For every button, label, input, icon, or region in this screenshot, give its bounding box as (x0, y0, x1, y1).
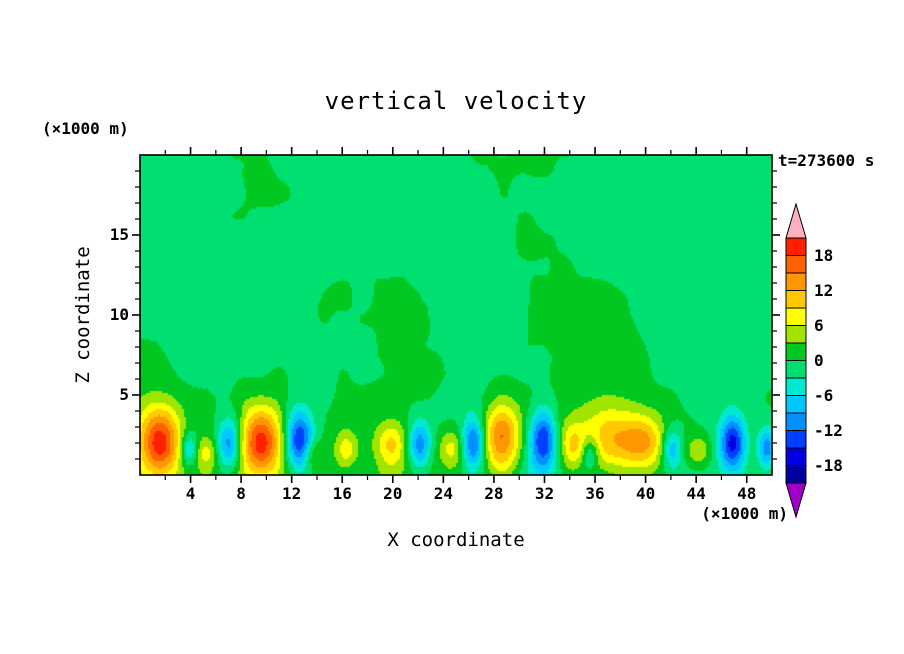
x-tick-label: 44 (686, 484, 706, 503)
z-tick-label: 5 (119, 385, 129, 404)
colorbar-tick-label: 18 (814, 245, 834, 265)
colorbar-tick-label: -6 (814, 385, 834, 405)
x-tick-label: 12 (282, 484, 302, 503)
x-tick-label: 32 (534, 484, 555, 503)
x-tick-label: 36 (585, 484, 605, 503)
x-tick-label: 24 (433, 484, 453, 503)
z-tick-label: 15 (109, 225, 129, 244)
x-tick-label: 8 (236, 484, 246, 503)
x-tick-label: 16 (332, 484, 352, 503)
x-tick-label: 4 (185, 484, 196, 503)
colorbar-tick-label: -18 (814, 455, 843, 475)
x-axis-units-label: (×1000 m) (701, 504, 788, 523)
colorbar-tick-label: 12 (814, 280, 834, 300)
x-tick-label: 40 (635, 484, 656, 503)
z-axis-units-label: (×1000 m) (42, 119, 129, 138)
colorbar-tick-label: -12 (814, 420, 843, 440)
x-tick-label: 48 (737, 484, 757, 503)
chart-title: vertical velocity (324, 87, 588, 115)
x-axis-title: X coordinate (387, 529, 525, 551)
x-tick-label: 28 (484, 484, 504, 503)
z-tick-label: 10 (109, 305, 129, 324)
colorbar-tick-label: 0 (814, 350, 824, 370)
timestamp-label: t=273600 s (778, 151, 875, 170)
x-tick-label: 20 (383, 484, 403, 503)
colorbar-tick-label: 6 (814, 315, 824, 335)
contour-field-canvas (140, 155, 772, 475)
